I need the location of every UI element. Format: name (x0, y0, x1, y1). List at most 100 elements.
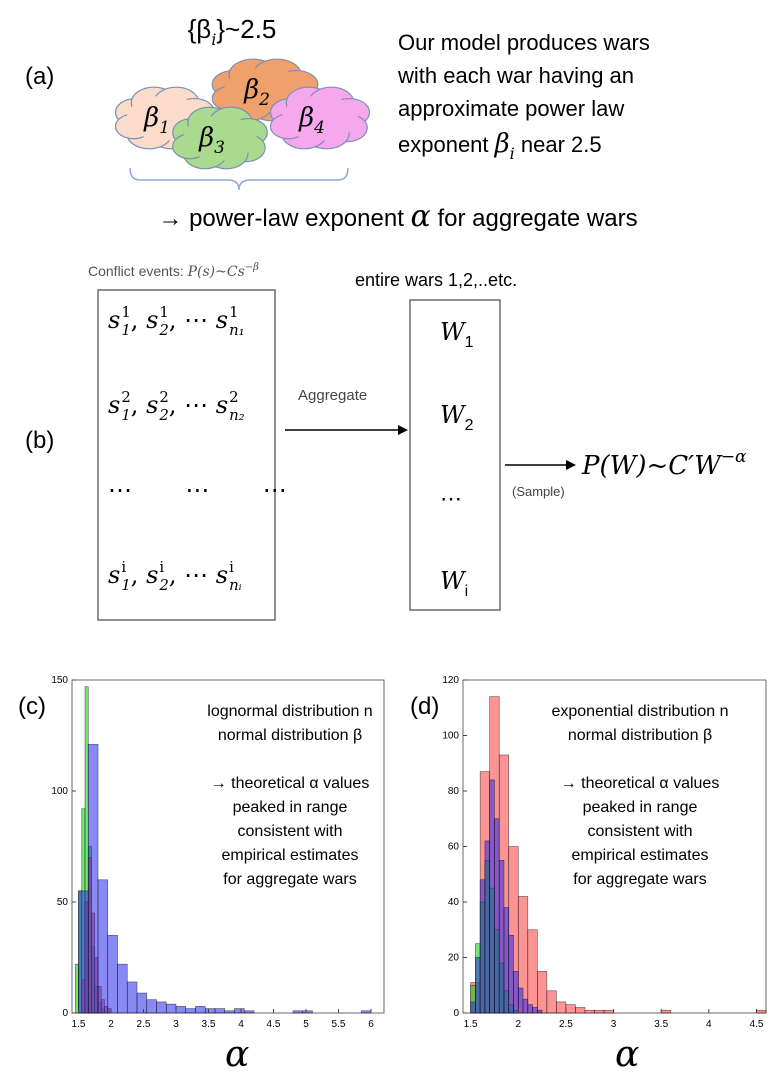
bar (136, 992, 148, 1014)
x-tick-label: 1.5 (72, 1019, 86, 1030)
cloud-label: β2 (243, 75, 270, 110)
bar (195, 1006, 206, 1014)
cloud-body (281, 95, 359, 141)
bar (660, 1009, 672, 1014)
x-tick-label: 4 (238, 1019, 244, 1030)
text-run: }~2.5 (216, 14, 276, 44)
x-tick-label: 1.5 (464, 1019, 478, 1030)
panel-label: (a) (25, 63, 54, 90)
result: P(W)~C′W−α (581, 447, 747, 481)
arrow-head (398, 425, 408, 435)
bar (479, 879, 486, 1014)
text-run: i (465, 583, 469, 600)
annotation: exponential distribution n (551, 703, 728, 720)
y-tick-label: 100 (442, 731, 459, 742)
math-text: , ⋯ (169, 391, 216, 419)
text-run: β (243, 75, 259, 105)
y-tick-label: 40 (448, 897, 460, 908)
arrow-head (566, 460, 576, 470)
war: ⋯ (440, 487, 462, 512)
text-run: {β (188, 14, 212, 44)
bar (78, 890, 89, 1014)
text-run: β (143, 103, 159, 133)
annotation: empirical estimates (572, 847, 709, 864)
bar (292, 1010, 304, 1014)
panel-label: (b) (25, 427, 54, 454)
text-run: Conflict events: (88, 263, 188, 279)
math-base: s (108, 561, 120, 589)
math-base: s (146, 561, 158, 589)
bar (498, 860, 505, 1014)
x-tick-label: 2.5 (137, 1019, 151, 1030)
text-run: P(W)~C′W (581, 451, 723, 481)
bar (537, 971, 548, 1014)
math-base: s (146, 306, 158, 334)
description-line: exponent βi near 2.5 (398, 129, 602, 163)
text-run: 3 (214, 138, 225, 158)
text-run: α (411, 199, 431, 234)
text-run: 1 (159, 118, 170, 138)
math-sup: 1 (229, 303, 238, 321)
math-sup: i (121, 558, 126, 576)
math-base: s (216, 561, 228, 589)
events-box (97, 289, 276, 621)
war: W2 (440, 401, 474, 434)
bracket (129, 167, 349, 191)
y-tick-label: 120 (442, 675, 459, 686)
text-run: 1 (465, 334, 474, 351)
bar (470, 1001, 476, 1014)
math-text: , (131, 391, 146, 419)
x-tick-label: 2 (515, 1019, 521, 1030)
bar (503, 907, 510, 1014)
x-tick-label: 3 (611, 1019, 617, 1030)
war: Wi (440, 567, 468, 600)
x-tick-label: 5.5 (332, 1019, 346, 1030)
math-text: , (131, 306, 146, 334)
text-run: W (440, 567, 467, 595)
text-run: 2 (465, 417, 474, 434)
bar (204, 1008, 216, 1014)
description-line: with each war having an (397, 63, 634, 88)
cloud-label: β1 (143, 103, 170, 138)
bar (527, 1004, 533, 1014)
text-run: P(s)~Cs (187, 264, 245, 280)
math-sub: n₁ (229, 321, 245, 339)
cloud-body (183, 115, 257, 161)
math-base: s (108, 306, 120, 334)
bar (537, 1009, 543, 1014)
bar (556, 1001, 567, 1014)
text-run: β (494, 129, 510, 159)
bar (565, 1004, 576, 1014)
set-formula: {βi}~2.5 (188, 14, 277, 49)
math-sup: 1 (159, 303, 168, 321)
bar (234, 1008, 245, 1014)
math-text: , ⋯ (169, 561, 216, 589)
cloud-label: β4 (298, 103, 325, 138)
bar (74, 963, 79, 1014)
text-run: −β (245, 262, 259, 273)
sample-label: (Sample) (512, 484, 565, 499)
bar (546, 990, 557, 1014)
math-base: s (108, 391, 120, 419)
text-run: 2 (258, 90, 270, 110)
annotation: consistent with (588, 823, 693, 840)
x-tick-label: 5 (303, 1019, 309, 1030)
bar (475, 957, 481, 1014)
war: W1 (440, 318, 474, 351)
text-run: 4 (313, 118, 325, 138)
y-tick-label: 60 (448, 842, 460, 853)
bar (575, 1007, 586, 1014)
bar (146, 999, 157, 1014)
x-axis-label: α (615, 1034, 639, 1075)
math-sub: 2 (158, 406, 168, 424)
x-tick-label: 6 (368, 1019, 374, 1030)
bar (165, 1003, 177, 1014)
bar (117, 963, 128, 1014)
math-text: ⋯ ⋯ ⋯ (108, 476, 287, 504)
wars-box (409, 299, 501, 611)
bar (584, 1009, 595, 1014)
annotation: peaked in range (233, 799, 348, 816)
math-sub: nᵢ (229, 576, 242, 594)
panel-label: (d) (410, 693, 439, 720)
wars-caption: entire wars 1,2,..etc. (355, 270, 517, 290)
